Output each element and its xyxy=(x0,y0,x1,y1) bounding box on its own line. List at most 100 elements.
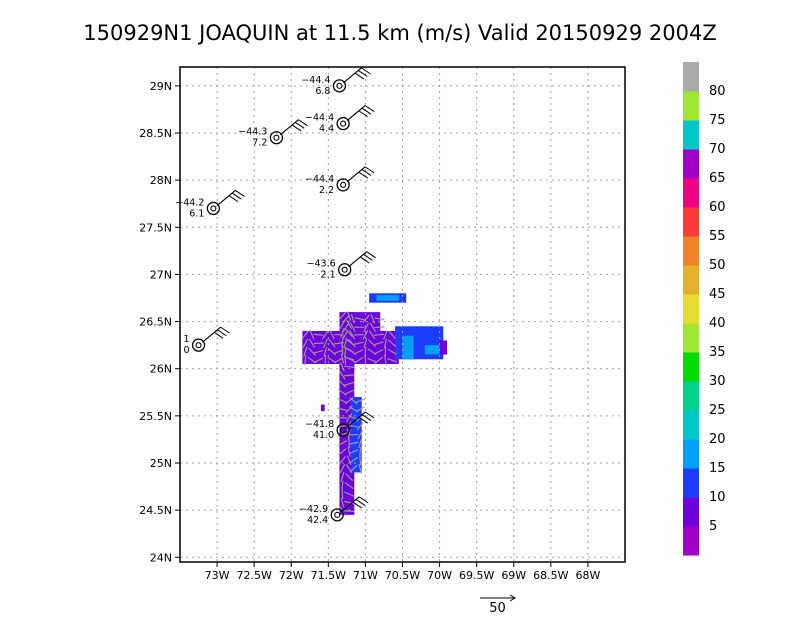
wind-vector-39 xyxy=(344,381,355,386)
observation-top-label: −44.3 xyxy=(238,127,267,138)
wind-vector-79 xyxy=(349,330,356,340)
wind-vector-13 xyxy=(337,398,348,404)
wind-vector-62 xyxy=(322,338,328,349)
barb-flag-0 xyxy=(366,251,376,259)
wind-vector-25 xyxy=(344,500,355,505)
wind-vector-127 xyxy=(359,446,362,457)
colorbar-label-7: 40 xyxy=(709,316,726,331)
wind-vector-88 xyxy=(367,357,377,363)
wind-field-cell-5 xyxy=(439,340,447,355)
wind-vector-119 xyxy=(348,441,359,445)
station-center xyxy=(340,181,347,188)
wind-vector-50 xyxy=(302,338,309,348)
wind-vector-73 xyxy=(344,346,347,357)
wind-vector-41 xyxy=(344,365,355,368)
wind-vector-46 xyxy=(346,319,353,330)
wind-vector-28 xyxy=(345,473,354,482)
wind-vector-90 xyxy=(368,339,377,348)
observation-top-label: −41.8 xyxy=(305,419,334,430)
observation-4: −44.26.1 xyxy=(175,190,245,219)
barb-flag-0 xyxy=(220,326,230,334)
wind-vector-98 xyxy=(383,338,388,349)
wind-vector-107 xyxy=(350,313,355,324)
colorbar-swatch-9 xyxy=(683,265,699,295)
plot-area: 73W 72.5W 72W 71.5W 71W 70.5W 70W 69.5W 69W 68.5W… xyxy=(139,66,626,582)
wind-vector-8 xyxy=(337,440,348,447)
wind-vector-38 xyxy=(344,389,354,396)
wind-vector-16 xyxy=(339,370,346,380)
wind-field-cell-10 xyxy=(320,404,325,412)
colorbar-swatch-12 xyxy=(683,178,699,208)
wind-vector-124 xyxy=(349,396,358,405)
wind-vector-114 xyxy=(374,326,385,329)
barb-flag-2 xyxy=(228,195,239,203)
reference-arrow-head xyxy=(509,594,516,602)
colorbar-swatch-11 xyxy=(683,207,699,237)
y-tick-label-9: 28.5N xyxy=(139,127,172,140)
y-tick-label-2: 25N xyxy=(150,457,172,470)
colorbar-label-2: 15 xyxy=(709,461,726,476)
wind-vector-99 xyxy=(382,329,388,340)
observation-5: −43.62.1 xyxy=(307,251,376,281)
wind-vector-36 xyxy=(345,405,353,414)
wind-vector-130 xyxy=(356,421,364,431)
x-tick-label-10: 68W xyxy=(575,569,600,582)
wind-vector-92 xyxy=(374,356,384,364)
wind-field-cell-9 xyxy=(376,295,399,301)
barb-flag-0 xyxy=(364,411,375,419)
wind-vector-117 xyxy=(349,456,359,464)
colorbar: 5 10 15 20 25 30 35 40 45 50 55 60 65 70 75 80 xyxy=(683,62,726,556)
observation-bottom-label: 6.1 xyxy=(189,208,204,219)
colorbar-swatch-0 xyxy=(683,526,699,556)
colorbar-label-5: 30 xyxy=(709,374,726,389)
x-tick-label-9: 68.5W xyxy=(533,569,568,582)
wind-vector-57 xyxy=(313,349,324,354)
station-center xyxy=(334,511,341,518)
observation-1: −44.44.4 xyxy=(305,105,375,135)
station-center xyxy=(336,82,343,89)
barb-flag-0 xyxy=(361,67,371,75)
wind-vector-74 xyxy=(343,338,348,349)
wind-vector-1 xyxy=(340,497,345,508)
wind-vector-35 xyxy=(346,413,353,423)
wind-vector-3 xyxy=(341,480,344,491)
wind-vector-102 xyxy=(387,339,397,347)
wind-vector-4 xyxy=(340,472,345,483)
wind-vector-59 xyxy=(313,333,324,336)
station-center xyxy=(273,134,280,141)
barb-flag-0 xyxy=(358,496,369,504)
colorbar-label-13: 70 xyxy=(709,142,726,157)
station-ring xyxy=(336,178,350,192)
wind-vector-51 xyxy=(301,330,309,340)
observation-bottom-label: 2.1 xyxy=(321,270,336,281)
wind-vector-10 xyxy=(337,424,348,428)
barb-flag-1 xyxy=(294,121,305,129)
station-ring xyxy=(336,423,350,437)
wind-vector-110 xyxy=(363,322,370,332)
wind-vector-69 xyxy=(333,349,344,354)
colorbar-swatch-6 xyxy=(683,352,699,382)
colorbar-label-12: 65 xyxy=(709,171,726,186)
wind-vector-17 xyxy=(339,361,345,372)
wind-vector-116 xyxy=(349,464,358,473)
wind-vector-111 xyxy=(362,314,370,323)
wind-vector-23 xyxy=(338,311,347,321)
colorbar-label-11: 60 xyxy=(709,200,726,215)
colorbar-swatch-3 xyxy=(683,439,699,469)
wind-vector-118 xyxy=(348,449,359,455)
colorbar-label-4: 25 xyxy=(709,403,726,418)
colorbar-label-14: 75 xyxy=(709,113,726,128)
barb-flag-1 xyxy=(363,253,373,261)
barb-flag-1 xyxy=(361,414,372,422)
wind-field-cell-6 xyxy=(402,335,414,360)
colorbar-swatch-15 xyxy=(683,91,699,121)
colorbar-label-3: 20 xyxy=(709,432,726,447)
observation-3: −44.42.2 xyxy=(305,166,375,196)
wind-vector-15 xyxy=(338,379,347,388)
wind-vector-133 xyxy=(355,398,366,404)
observation-0: −44.46.8 xyxy=(301,67,371,97)
observation-top-label: −44.4 xyxy=(301,75,330,86)
wind-vector-112 xyxy=(369,322,376,332)
wind-vector-75 xyxy=(342,330,349,340)
station-ring xyxy=(191,338,206,352)
